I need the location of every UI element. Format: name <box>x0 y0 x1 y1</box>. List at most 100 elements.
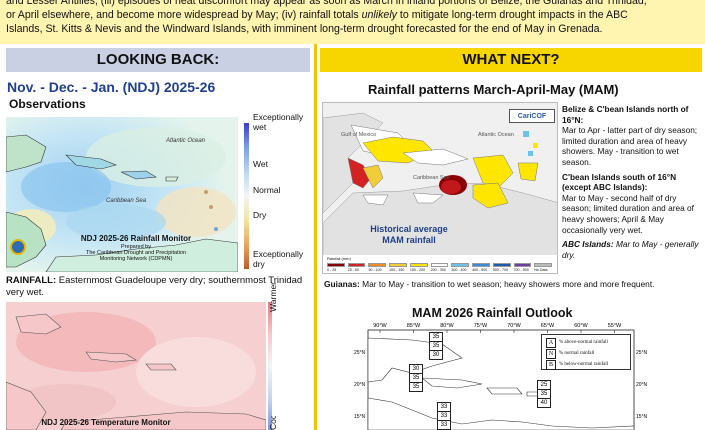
rain-map-prepared: Prepared by <box>121 244 151 250</box>
outlook-probability-cell: 35 <box>429 342 443 351</box>
south-text: Mar to May - second half of dry season; … <box>562 192 694 235</box>
guianas-body: Mar to May - transition to wet season; h… <box>359 279 655 289</box>
outlook-probability-cell: 35 <box>537 390 551 399</box>
outlook-probability-cell: 40 <box>537 399 551 408</box>
outlook-probability-cell: 25 <box>537 380 551 390</box>
latitude-label: 25°N <box>354 350 366 356</box>
legend-swatch-label: 0 - 25 <box>327 268 337 272</box>
legend-swatch-label: No Data <box>534 268 548 272</box>
legend-swatch <box>368 263 387 267</box>
legend-swatch <box>534 263 552 267</box>
outlook-key-row: N% normal rainfall <box>546 348 595 359</box>
legend-normal: Normal <box>253 185 281 195</box>
legend-swatch <box>430 263 449 267</box>
longitude-label: 55°W <box>608 323 622 329</box>
banner-line-1: and Lesser Antilles; (iii) episodes of h… <box>6 0 647 7</box>
outlook-key-text: % normal rainfall <box>559 351 595 356</box>
legend-swatch-label: 50 - 100 <box>368 268 382 272</box>
legend-cooler: Cooler <box>268 416 278 430</box>
outlook-probability-cell: 35 <box>409 383 423 392</box>
legend-swatch-label: 200 - 300 <box>430 268 446 272</box>
svg-text:Caribbean Sea: Caribbean Sea <box>413 175 451 181</box>
guianas-label: Guianas: <box>324 279 360 289</box>
outlook-probability-cell: 33 <box>437 421 451 430</box>
outlook-probability-cell: 30 <box>409 364 423 374</box>
svg-text:Gulf of Mexico: Gulf of Mexico <box>341 132 376 138</box>
abc-text: ABC Islands: Mar to May - generally dry. <box>562 239 702 260</box>
legend-swatch <box>347 263 366 267</box>
legend-swatch <box>513 263 532 267</box>
rainfall-summary-label: RAINFALL: <box>6 275 57 286</box>
longitude-label: 75°W <box>474 323 488 329</box>
guianas-text: Guianas: Mar to May - transition to wet … <box>324 279 704 289</box>
outlook-probability-cell: 35 <box>429 332 443 342</box>
historical-caption-line-2: MAM rainfall <box>382 235 436 245</box>
legend-swatch-label: 100 - 150 <box>389 268 405 272</box>
legend-swatch-label: 150 - 200 <box>409 268 426 272</box>
legend-swatch <box>327 263 345 267</box>
rainfall-mm-legend: Rainfall (mm) 0 - 25 25 - 50 50 - 100 100 -… <box>323 255 557 273</box>
legend-swatch-label: 300 - 400 <box>451 268 467 272</box>
rainfall-summary-text: Easternmost Guadeloupe very dry; souther… <box>6 275 303 298</box>
belize-title: Belize & C'bean Islands north of 16°N: <box>562 104 689 125</box>
outlook-probability-cell: 33 <box>437 412 451 421</box>
legend-wet: Wet <box>253 159 268 169</box>
temperature-monitor-map: NDJ 2025-26 Temperature Monitor <box>6 302 266 430</box>
longitude-label: 70°W <box>507 323 521 329</box>
outlook-key-row: B% below-normal rainfall <box>546 359 608 370</box>
outlook-key-letter: A <box>546 337 556 348</box>
latitude-label: 15°N <box>354 414 366 420</box>
legend-warmer: Warmer <box>268 282 278 312</box>
summary-banner: and Lesser Antilles; (iii) episodes of h… <box>0 0 705 44</box>
rainfall-monitor-map: Atlantic Ocean Caribbean Sea NDJ 2025-26… <box>6 117 238 272</box>
looking-back-header: LOOKING BACK: <box>6 48 310 72</box>
legend-swatch-label: 500 - 700 <box>492 268 508 272</box>
outlook-probability-cell: 33 <box>437 402 451 412</box>
outlook-probability-box: 25 35 40 <box>537 380 551 408</box>
banner-emphasis: unlikely <box>361 9 397 21</box>
outlook-probability-box: 35 35 30 <box>429 332 443 360</box>
longitude-label: 85°W <box>407 323 421 329</box>
svg-text:Atlantic Ocean: Atlantic Ocean <box>478 132 514 138</box>
rainfall-outlook-map: 90°W 85°W 80°W 75°W 70°W 65°W 60°W 55°W 25°N 25°… <box>352 318 648 430</box>
legend-swatch <box>451 263 470 267</box>
latitude-label: 20°N <box>354 382 366 388</box>
south-title: C'bean Islands south of 16°N (except ABC… <box>562 171 677 193</box>
temp-color-bar <box>268 302 272 430</box>
legend-swatch <box>472 263 490 267</box>
outlook-probability-cell: 30 <box>429 351 443 360</box>
rain-map-caption: NDJ 2025-26 Rainfall Monitor <box>80 234 192 243</box>
what-next-header: WHAT NEXT? <box>320 48 702 72</box>
latitude-label: 20°N <box>636 382 648 388</box>
legend-exceptionally-wet: Exceptionally wet <box>253 112 304 132</box>
longitude-label: 60°W <box>574 323 588 329</box>
outlook-probability-box: 30 35 35 <box>409 364 423 392</box>
rainfall-monitor-legend: Exceptionally wet Wet Normal Dry Excepti… <box>240 112 312 275</box>
latitude-label: 15°N <box>636 414 648 420</box>
legend-swatch <box>492 263 511 267</box>
observations-label: Observations <box>9 97 86 111</box>
rain-map-org-2: Monitoring Network (CDPMN) <box>99 256 173 262</box>
outlook-key-row: A% above-normal rainfall <box>546 337 608 348</box>
rainfall-outlook-title: MAM 2026 Rainfall Outlook <box>412 306 573 320</box>
outlook-key-text: % above-normal rainfall <box>559 340 608 345</box>
svg-text:Caribbean Sea: Caribbean Sea <box>106 198 147 204</box>
legend-swatch <box>409 263 428 267</box>
column-divider <box>314 44 317 430</box>
rainfall-summary: RAINFALL: Easternmost Guadeloupe very dr… <box>6 275 306 299</box>
legend-swatches: 0 - 25 25 - 50 50 - 100 100 - 150 150 - 200 2… <box>327 263 555 273</box>
temperature-monitor-legend: Warmer Cooler <box>266 282 306 430</box>
legend-swatch-label: 700 - 900 <box>513 268 529 272</box>
period-title: Nov. - Dec. - Jan. (NDJ) 2025-26 <box>7 79 216 95</box>
temp-map-caption: NDJ 2025-26 Temperature Monitor <box>41 418 171 427</box>
historical-caption: Historical average MAM rainfall <box>349 224 469 246</box>
abc-label: ABC Islands: <box>562 239 614 250</box>
outlook-key: A% above-normal rainfall N% normal rainfa… <box>541 334 631 370</box>
longitude-label: 80°W <box>440 323 454 329</box>
svg-text:Atlantic Ocean: Atlantic Ocean <box>165 138 206 144</box>
legend-swatch-label: 25 - 50 <box>347 268 359 272</box>
outlook-key-letter: B <box>546 359 556 370</box>
banner-line-2-text: or April elsewhere, and become more wide… <box>6 9 628 21</box>
caricof-logo: CariCOF <box>509 109 555 123</box>
historical-caption-line-1: Historical average <box>370 224 448 234</box>
